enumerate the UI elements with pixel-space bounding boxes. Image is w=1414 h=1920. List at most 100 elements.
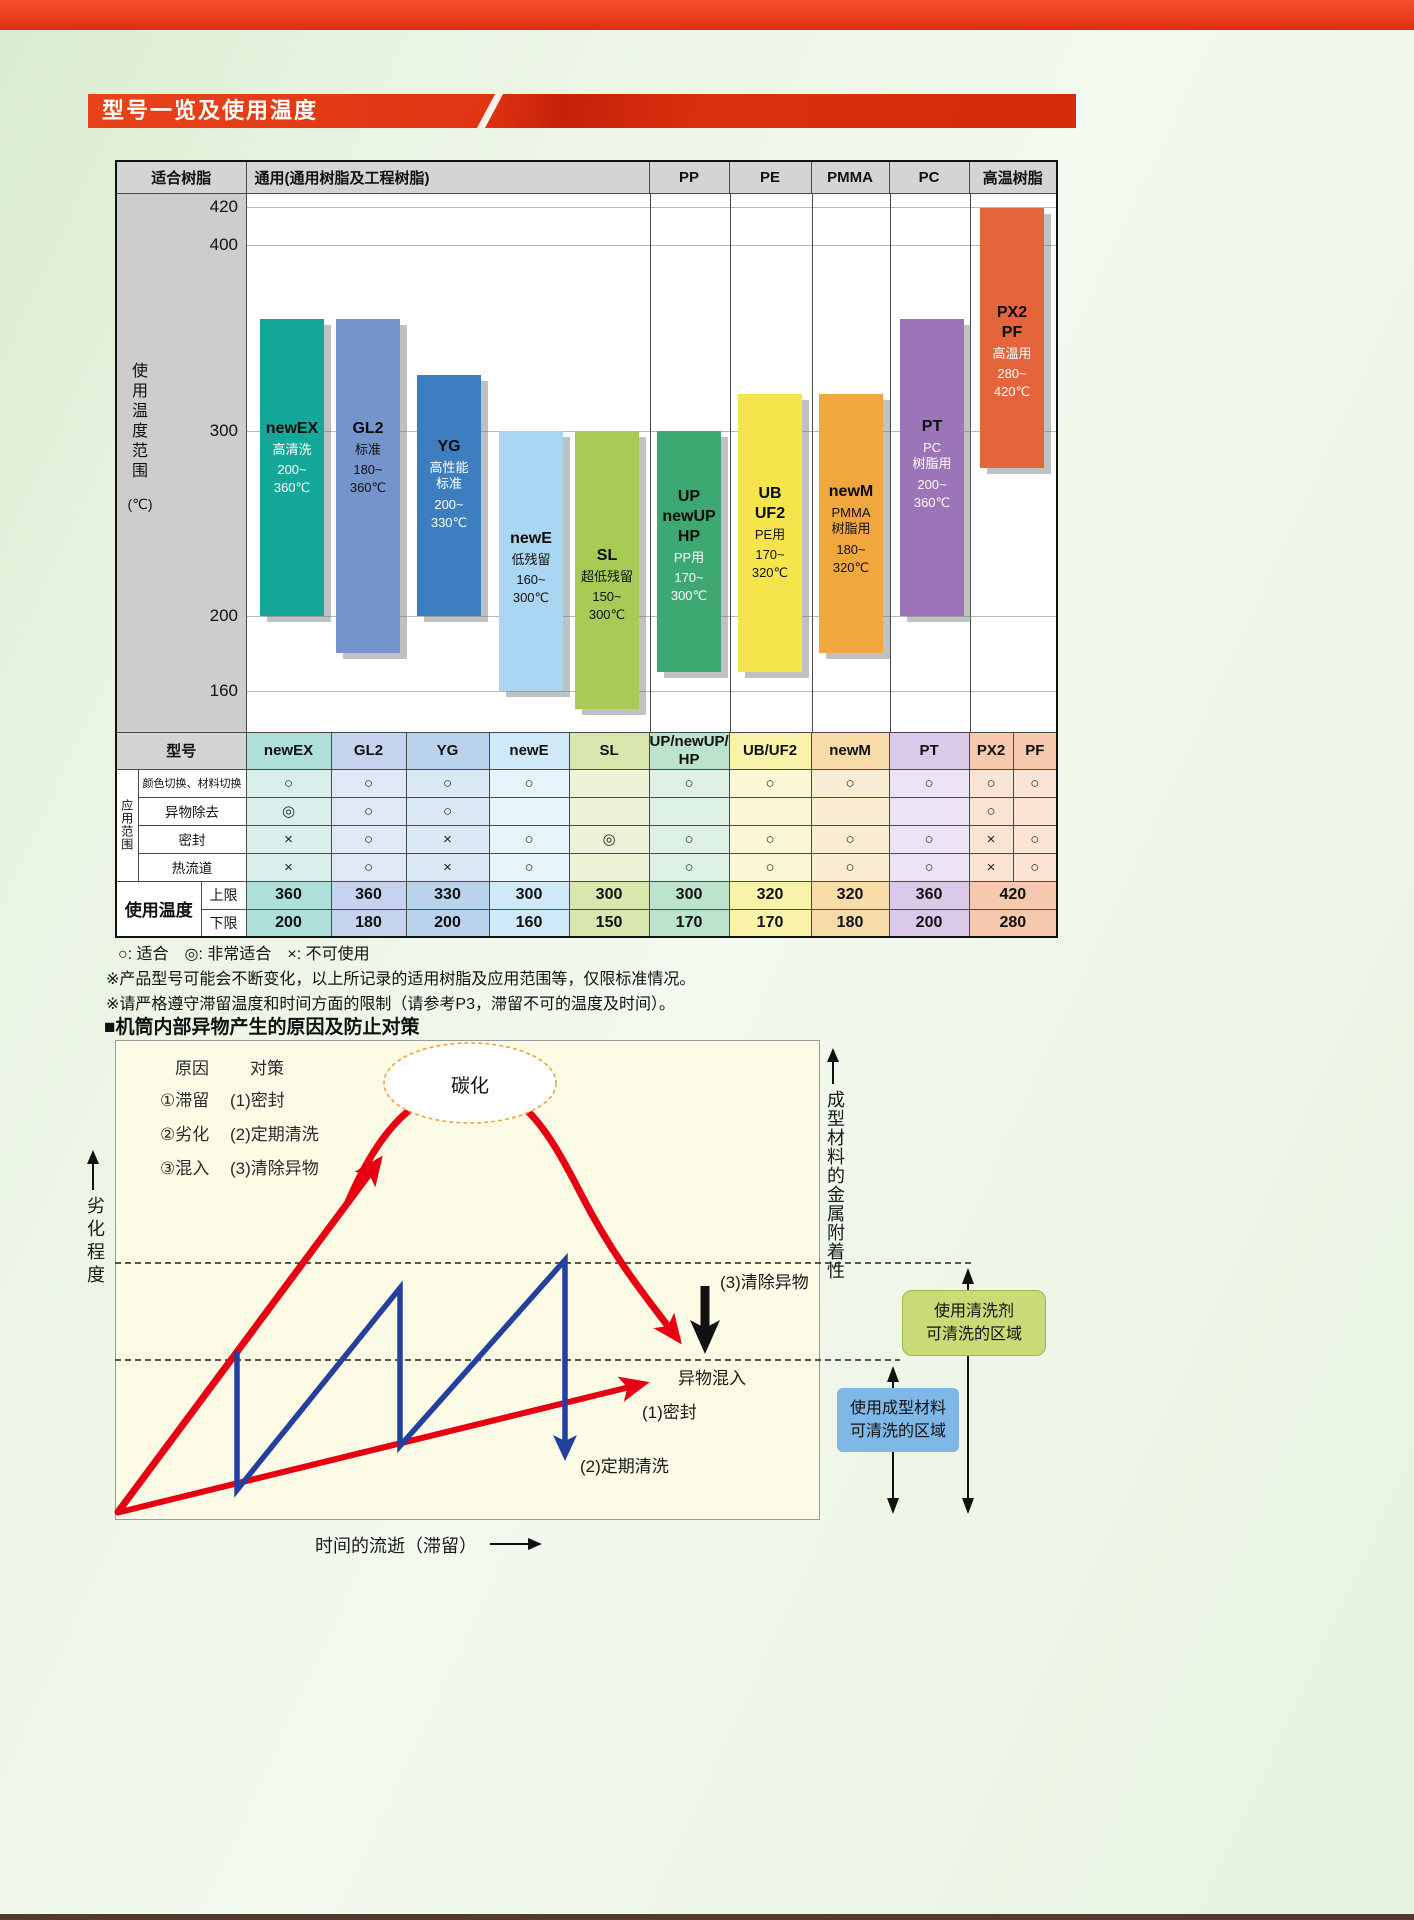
model-row-header: 型号: [115, 731, 247, 770]
application-row-foreign-matter: 异物除去 ◎ ○ ○ ○: [116, 796, 1058, 826]
mark-cell: ×: [405, 852, 490, 882]
note-2: ※请严格遵守滞留温度和时间方面的限制（请参考P3，滞留不可的温度及时间）。: [106, 996, 675, 1013]
temp-row-header: 使用温度: [115, 880, 202, 938]
mark-cell: [888, 796, 970, 826]
measure-header: 对策: [250, 1059, 284, 1078]
column-separator: [650, 194, 651, 731]
y-tick-400: 400: [209, 234, 238, 254]
column-separator: [890, 194, 891, 731]
y-tick-160: 160: [209, 680, 238, 700]
mark-cell: ◎: [245, 796, 332, 826]
lower-value: 160: [488, 908, 570, 938]
banner-accent-slash: [476, 94, 504, 128]
temp-bar-newM: newM PMMA 树脂用 180~ 320℃: [819, 393, 883, 653]
chart-row: 使用温度范围 (℃) 420 400 300 200 160 newEX 高清洗 2…: [115, 192, 1058, 733]
model-cell: PX2: [968, 731, 1014, 770]
model-cell: UP/newUP/ HP: [648, 731, 730, 770]
cause-header: 原因: [175, 1059, 209, 1078]
sealing-label: (1)密封: [642, 1403, 697, 1422]
page-title-banner: 型号一览及使用温度: [88, 94, 1076, 128]
header-pp: PP: [648, 160, 730, 194]
mark-cell: ×: [245, 852, 332, 882]
contamination-diagram: 原因 对策 ①滞留 (1)密封 ②劣化 (2)定期清洗 ③混入 (3)清除异物 …: [80, 1038, 1070, 1568]
upper-value: 320: [728, 880, 812, 910]
model-cell: SL: [568, 731, 650, 770]
mark-cell: ○: [405, 796, 490, 826]
temp-bar-UB-UF2: UB UF2 PE用 170~ 320℃: [738, 393, 802, 672]
header-suitable-resin: 适合树脂: [115, 160, 247, 194]
gridline-160: [247, 690, 1057, 692]
resin-header-row: 适合树脂 通用(通用树脂及工程树脂) PP PE PMMA PC 高温树脂: [115, 160, 1058, 194]
bottom-strip: [0, 1914, 1414, 1920]
mark-cell: ×: [968, 824, 1014, 854]
y-axis-label: 使用温度范围: [129, 361, 146, 482]
upper-limit-row: 使用温度 上限 360 360 330 300 300 300 320 320 …: [115, 880, 1058, 938]
model-cell: newM: [810, 731, 890, 770]
model-cell: UB/UF2: [728, 731, 812, 770]
mark-cell: ○: [405, 768, 490, 798]
mark-cell: ○: [968, 796, 1014, 826]
mark-cell: ○: [648, 768, 730, 798]
temp-bar-YG: YG 高性能 标准 200~ 330℃: [417, 374, 481, 616]
mark-cell: ○: [1012, 768, 1058, 798]
lower-value: 200: [888, 908, 970, 938]
header-pmma: PMMA: [810, 160, 890, 194]
mark-cell: ○: [810, 852, 890, 882]
temp-bar-newE: newE 低残留 160~ 300℃: [499, 430, 563, 691]
header-high-temp-resin: 高温树脂: [968, 160, 1058, 194]
model-cell: PF: [1012, 731, 1058, 770]
top-red-strip: [0, 0, 1414, 30]
row-label: 异物除去: [137, 796, 247, 826]
y-tick-300: 300: [209, 420, 238, 440]
mark-cell: ○: [488, 824, 570, 854]
upper-value: 300: [568, 880, 650, 910]
carbonization-label: 碳化: [450, 1076, 489, 1097]
upper-value: 300: [488, 880, 570, 910]
periodic-cleaning-sawtooth: [234, 1252, 577, 1498]
mark-cell: ○: [968, 768, 1014, 798]
temp-bar-newEX: newEX 高清洗 200~ 360℃: [260, 318, 324, 616]
upper-value: 420: [968, 880, 1058, 910]
mark-cell: ○: [1012, 824, 1058, 854]
mark-cell: ○: [728, 768, 812, 798]
mark-cell: ○: [810, 824, 890, 854]
application-side-label: 应用范围: [115, 768, 139, 882]
upper-limit-label: 上限: [200, 880, 247, 910]
application-row-sealing: 密封 × ○ × ○ ◎ ○ ○ ○ ○ × ○: [116, 824, 1058, 854]
temperature-range-chart: 使用温度范围 (℃) 420 400 300 200 160 newEX 高清洗 2…: [117, 194, 1057, 731]
legend-item: ③混入 (3)清除异物: [160, 1159, 319, 1178]
upper-value: 360: [330, 880, 407, 910]
carbonization-ellipse: [383, 1042, 557, 1124]
column-separator: [812, 194, 813, 731]
y-tick-420: 420: [209, 196, 238, 216]
mark-cell: ○: [888, 852, 970, 882]
row-label: 热流道: [137, 852, 247, 882]
mark-cell: ×: [245, 824, 332, 854]
mark-cell: ◎: [568, 824, 650, 854]
mark-cell: ×: [968, 852, 1014, 882]
lower-value: 170: [648, 908, 730, 938]
mark-cell: [568, 852, 650, 882]
lower-limit-label: 下限: [200, 908, 247, 938]
model-row: 型号 newEX GL2 YG newE SL UP/newUP/ HP UB/…: [115, 731, 1058, 770]
lower-limit-row: 下限 200 180 200 160 150 170 170 180 200 2…: [116, 908, 1058, 938]
cleaning-agent-zone-box: 使用清洗剂 可清洗的区域: [902, 1290, 1046, 1356]
gridline-200: [247, 615, 1057, 617]
mark-cell: ×: [405, 824, 490, 854]
gridline-300: [247, 430, 1057, 432]
y-tick-200: 200: [209, 605, 238, 625]
lower-value: 200: [245, 908, 332, 938]
column-separator: [970, 194, 971, 731]
legend-note: ○: 适合 ◎: 非常适合 ×: 不可使用: [118, 946, 370, 963]
application-row-color-change: 应用范围 颜色切换、材料切换 ○ ○ ○ ○ ○ ○ ○ ○ ○ ○: [115, 768, 1058, 882]
mark-cell: [488, 796, 570, 826]
y-axis-unit: (℃): [127, 495, 153, 512]
temp-bar-PT: PT PC 树脂用 200~ 360℃: [900, 318, 964, 616]
gridline-420: [247, 206, 1057, 208]
row-label: 密封: [137, 824, 247, 854]
upper-value: 360: [245, 880, 332, 910]
model-cell: GL2: [330, 731, 407, 770]
mark-cell: ○: [888, 768, 970, 798]
remove-foreign-matter-label: (3)清除异物: [720, 1273, 809, 1292]
